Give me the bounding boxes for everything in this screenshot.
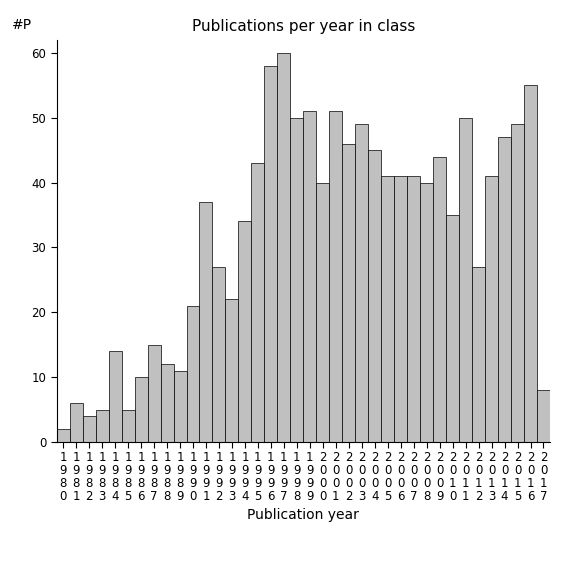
Bar <box>498 137 511 442</box>
Bar <box>57 429 70 442</box>
Bar <box>459 117 472 442</box>
Y-axis label: #P: #P <box>12 18 32 32</box>
Bar <box>356 124 368 442</box>
Bar <box>121 410 134 442</box>
Bar <box>251 163 264 442</box>
Title: Publications per year in class: Publications per year in class <box>192 19 415 35</box>
Bar <box>264 66 277 442</box>
Bar <box>160 365 174 442</box>
Bar <box>200 202 213 442</box>
Bar <box>342 143 356 442</box>
Bar <box>226 299 239 442</box>
Bar <box>394 176 407 442</box>
Bar <box>147 345 160 442</box>
Bar <box>420 183 433 442</box>
Bar <box>174 371 187 442</box>
Bar <box>381 176 394 442</box>
Bar <box>187 306 200 442</box>
Bar <box>433 156 446 442</box>
Bar <box>511 124 524 442</box>
Bar <box>83 416 96 442</box>
Bar <box>134 377 147 442</box>
Bar <box>537 390 550 442</box>
Bar <box>472 267 485 442</box>
Bar <box>446 215 459 442</box>
Bar <box>213 267 226 442</box>
Bar <box>368 150 381 442</box>
Bar <box>239 222 251 442</box>
Bar <box>303 111 316 442</box>
Bar <box>316 183 329 442</box>
Bar <box>109 352 121 442</box>
Bar <box>329 111 342 442</box>
Bar <box>70 403 83 442</box>
Bar <box>524 85 537 442</box>
Bar <box>277 53 290 442</box>
Bar <box>290 117 303 442</box>
Bar <box>96 410 109 442</box>
Bar <box>407 176 420 442</box>
Bar <box>485 176 498 442</box>
X-axis label: Publication year: Publication year <box>247 508 359 522</box>
